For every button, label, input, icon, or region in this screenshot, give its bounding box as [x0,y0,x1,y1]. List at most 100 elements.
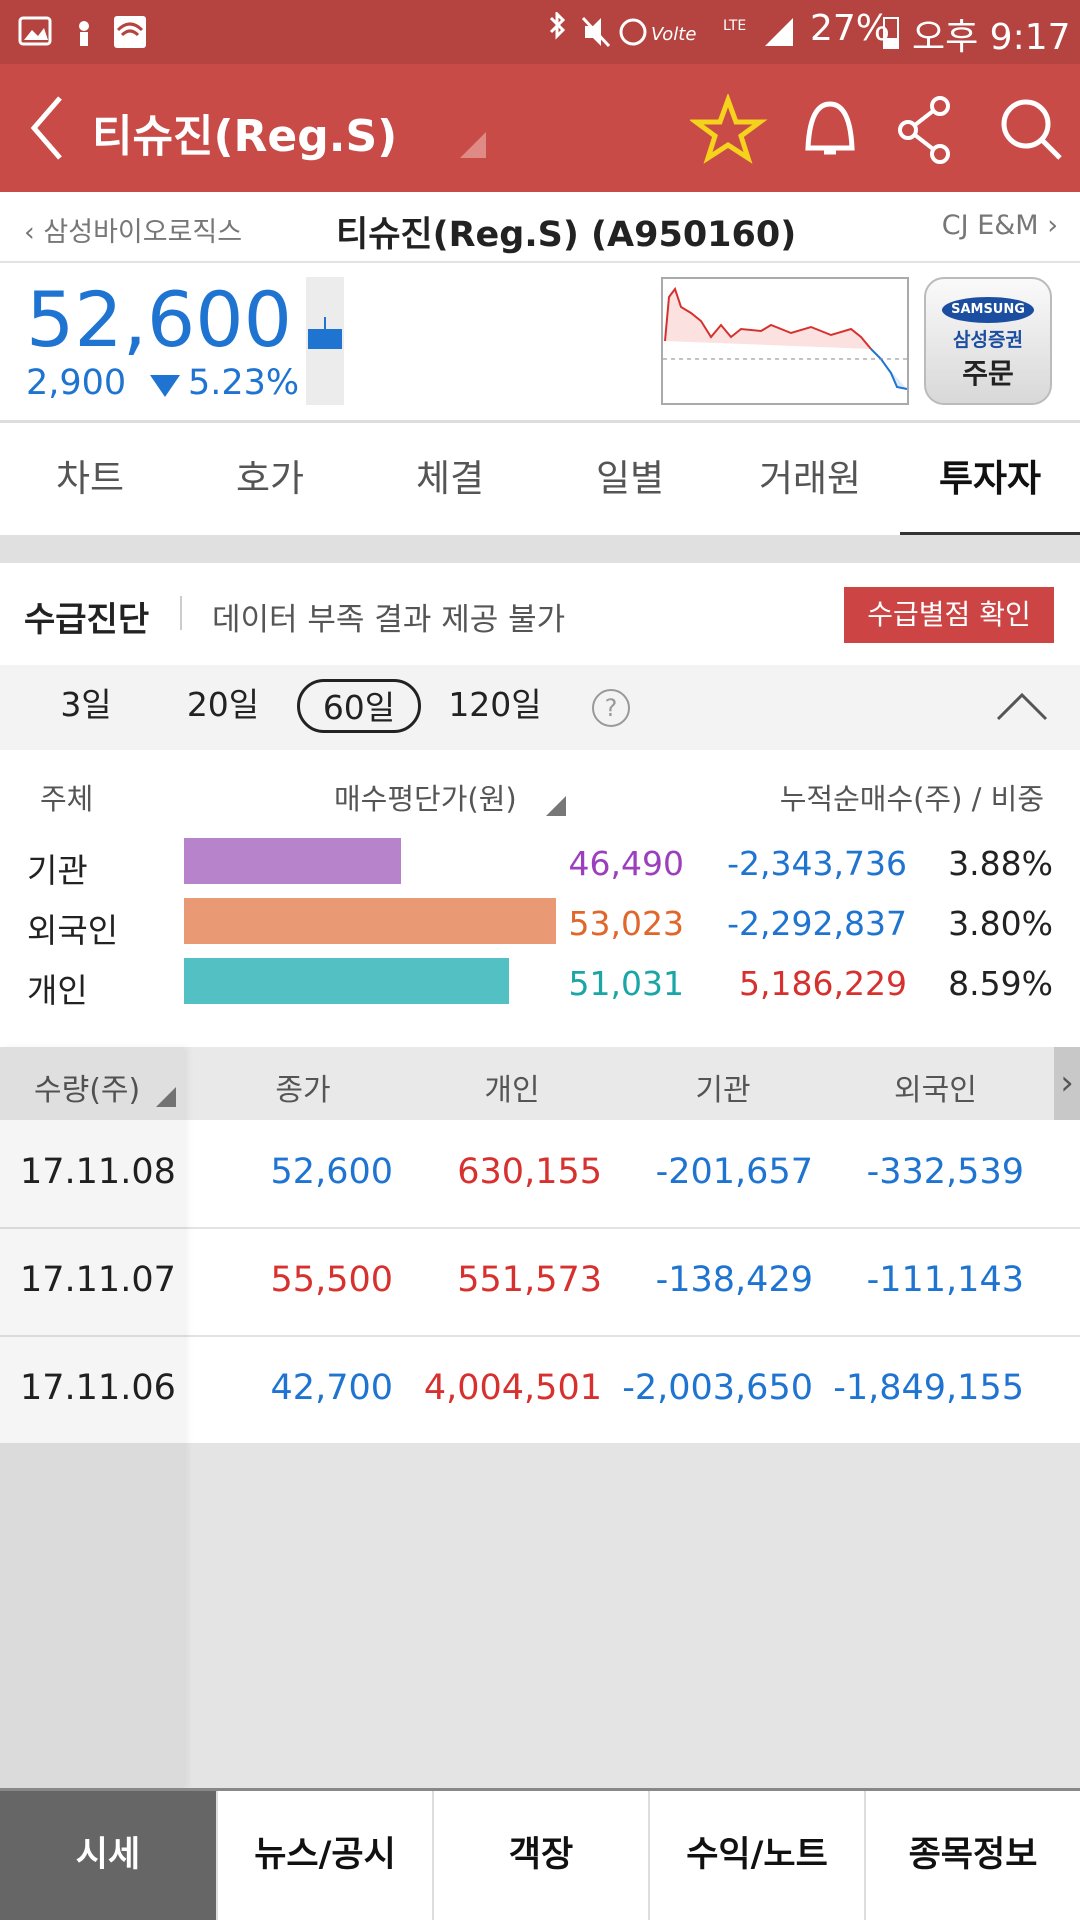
tab-bar: 차트 호가 체결 일별 거래원 투자자 [0,423,1080,535]
stock-nav: ‹ 삼성바이오로직스 티슈진(Reg.S) (A950160) CJ E&M › [0,192,1080,263]
diagnosis-message: 데이터 부족 결과 제공 불가 [212,602,566,638]
summary-header: 주체 [40,782,94,816]
investor-name: 개인 [27,971,88,1010]
summary-header: 누적순매수(주) / 비중 [779,782,1044,816]
tab[interactable]: 체결 [415,457,485,500]
avg-price: 53,023 [568,904,684,943]
avg-price: 46,490 [568,844,684,883]
daily-table: 17.11.08 52,600 630,155 -201,657 -332,539 17.… [0,1120,1080,1445]
summary-header: 매수평단가(원) [334,782,517,816]
period-option[interactable]: 3일 [60,685,112,724]
value-cell: 52,600 [270,1152,393,1192]
status-system-icons: Volte LTE [549,12,793,48]
weight: 8.59% [948,964,1053,1003]
sort-indicator [546,796,566,816]
collapse-button[interactable] [996,691,1048,721]
value-cell: 551,573 [457,1260,602,1300]
dropdown-corner[interactable] [458,130,488,160]
table-row: 17.11.07 55,500 551,573 -138,429 -111,143 [0,1228,1080,1337]
bottom-tab[interactable]: 종목정보 [864,1791,1080,1920]
column-header[interactable]: 수량(주) [34,1073,141,1108]
app-header: 티슈진(Reg.S) [0,64,1080,192]
period-option[interactable]: 120일 [448,685,542,724]
table-row: 17.11.06 42,700 4,004,501 -2,003,650 -1,849,… [0,1336,1080,1445]
column-header: 기관 [695,1073,751,1108]
bottom-tab[interactable]: 뉴스/공시 [216,1791,432,1920]
weight: 3.80% [948,904,1053,943]
price-bar [184,838,401,884]
net-buy: -2,292,837 [727,904,907,943]
status-icons [18,16,146,48]
period-option[interactable]: 20일 [186,685,260,724]
price-bar [184,958,509,1004]
value-cell: 4,004,501 [423,1368,602,1408]
sort-indicator [156,1087,176,1107]
favorite-button[interactable] [690,94,768,164]
svg-text:LTE: LTE [723,18,746,34]
header-title: 티슈진(Reg.S) [92,111,398,162]
value-cell: 630,155 [457,1152,602,1192]
bottom-nav: 시세 뉴스/공시 객장 수익/노트 종목정보 [0,1788,1080,1920]
back-button[interactable] [28,94,68,162]
next-stock[interactable]: CJ E&M › [941,210,1058,241]
help-icon[interactable]: ? [590,687,632,729]
down-arrow [150,375,180,397]
value-cell: -332,539 [866,1152,1024,1192]
order-label: 주문 [962,357,1014,390]
tab[interactable]: 차트 [55,457,125,500]
order-company: 삼성증권 [953,329,1023,351]
alarm-button[interactable] [805,101,855,155]
battery-level: 27% [810,8,891,49]
rating-button[interactable]: 수급별점 확인 [844,587,1054,643]
frozen-column-shade [0,1047,184,1788]
current-stock: 티슈진(Reg.S) (A950160) [336,215,797,255]
battery-icon [883,17,899,49]
empty-area [0,1444,1080,1788]
section-divider [0,535,1080,563]
bottom-tab[interactable]: 객장 [432,1791,648,1920]
tab[interactable]: 투자자 [900,423,1080,535]
separator [180,596,182,630]
column-header: 개인 [484,1073,540,1108]
header-actions [690,94,1062,164]
tab[interactable]: 거래원 [758,457,862,500]
period-option[interactable]: 60일 [297,679,421,733]
column-header: 외국인 [894,1073,977,1108]
price-change: 2,900 [26,363,127,403]
scroll-right[interactable]: › [1054,1047,1080,1120]
candle-indicator [306,277,344,405]
net-buy: 5,186,229 [739,964,907,1003]
bottom-tab[interactable]: 시세 [0,1791,216,1920]
clock: 오후 9:17 [912,17,1071,58]
value-cell: -138,429 [655,1260,813,1300]
order-brand: SAMSUNG [942,297,1034,323]
status-bar: Volte LTE 27% 오후 9:17 [0,0,1080,64]
tab[interactable]: 일별 [595,457,665,500]
prev-stock-name: 삼성바이오로직스 [43,217,243,248]
tab[interactable]: 호가 [235,457,305,500]
investor-summary: 주체 매수평단가(원) 누적순매수(주) / 비중 기관 46,490 -2,343,73… [0,750,1080,1047]
date-cell: 17.11.07 [20,1260,176,1300]
prev-stock[interactable]: ‹ 삼성바이오로직스 [24,217,243,248]
price-bar [184,898,556,944]
value-cell: -2,003,650 [622,1368,813,1408]
column-header: 종가 [275,1073,331,1108]
value-cell: 55,500 [270,1260,393,1300]
svg-text:?: ? [605,694,618,722]
share-button[interactable] [898,96,950,164]
weight: 3.88% [948,844,1053,883]
order-button[interactable]: SAMSUNG 삼성증권 주문 [924,277,1052,405]
search-button[interactable] [1001,99,1062,160]
value-cell: -111,143 [866,1260,1024,1300]
value-cell: -1,849,155 [833,1368,1024,1408]
avg-price: 51,031 [568,964,684,1003]
table-row: 17.11.08 52,600 630,155 -201,657 -332,539 [0,1120,1080,1229]
period-selector: ? 3일 20일 60일 120일 [0,665,1080,750]
value-cell: 42,700 [270,1368,393,1408]
next-stock-name: CJ E&M [941,210,1039,241]
date-cell: 17.11.06 [20,1368,176,1408]
quote-panel: 52,600 2,900 5.23% SAMSUNG 삼성증권 주문 [0,263,1080,423]
bottom-tab[interactable]: 수익/노트 [648,1791,864,1920]
table-header: › 수량(주) 종가 개인 기관 외국인 [0,1047,1080,1120]
